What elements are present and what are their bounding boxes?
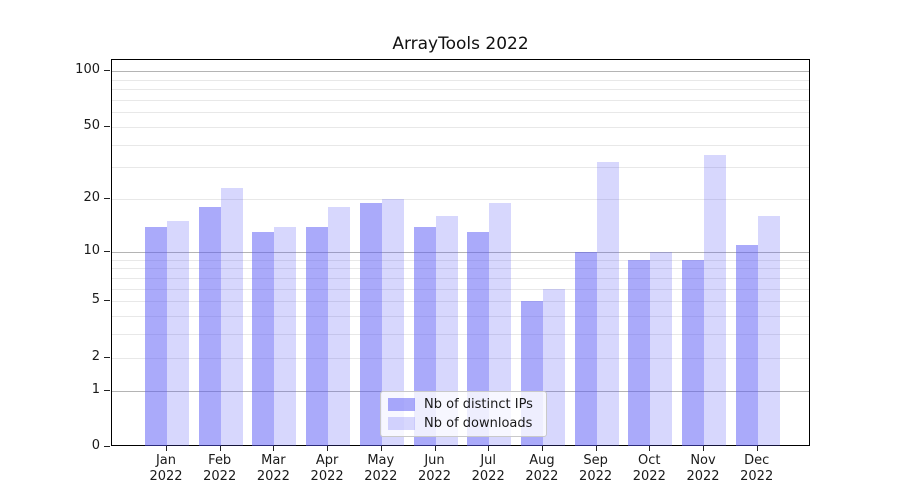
gridline-y-100 — [112, 71, 809, 73]
gridline-y-20 — [112, 199, 809, 201]
x-tick-mark-apr — [327, 446, 329, 451]
x-tick-label-jun: Jun 2022 — [417, 453, 452, 484]
bar-nb-of-downloads-apr — [328, 207, 351, 446]
gridline-y-30 — [112, 167, 809, 169]
gridline-y-10 — [112, 251, 809, 253]
x-tick-mark-feb — [219, 446, 221, 451]
x-tick-label-jan: Jan 2022 — [149, 453, 183, 484]
gridline-y-60 — [112, 112, 809, 114]
y-tick-label-1: 1 — [91, 381, 100, 397]
bar-nb-of-distinct-ips-dec — [735, 244, 758, 446]
y-tick-mark-10 — [104, 250, 110, 252]
gridline-y-4 — [112, 315, 809, 317]
bar-nb-of-downloads-jul — [489, 203, 512, 446]
x-tick-label-mar: Mar 2022 — [256, 453, 290, 484]
gridline-y-2 — [112, 357, 809, 359]
bar-nb-of-distinct-ips-apr — [306, 226, 329, 446]
y-tick-mark-50 — [104, 125, 110, 127]
y-tick-mark-2 — [104, 356, 110, 358]
x-tick-label-sep: Sep 2022 — [579, 453, 613, 484]
x-tick-label-may: May 2022 — [364, 453, 398, 484]
bar-nb-of-distinct-ips-may — [359, 203, 382, 446]
legend-label-downloads: Nb of downloads — [424, 416, 533, 431]
y-tick-label-100: 100 — [75, 62, 100, 78]
bar-nb-of-downloads-may — [381, 199, 404, 446]
bar-nb-of-downloads-aug — [542, 288, 565, 446]
gridline-y-40 — [112, 144, 809, 146]
bar-nb-of-downloads-jan — [167, 221, 189, 446]
x-tick-mark-aug — [541, 446, 543, 451]
gridline-y-7 — [112, 277, 809, 279]
chart-title: ArrayTools 2022 — [392, 34, 529, 54]
y-tick-label-10: 10 — [83, 242, 100, 258]
bar-nb-of-downloads-mar — [274, 226, 297, 446]
gridline-y-6 — [112, 288, 809, 290]
x-tick-label-jul: Jul 2022 — [471, 453, 505, 484]
legend: Nb of distinct IPs Nb of downloads — [380, 391, 547, 437]
gridline-y-5 — [112, 301, 809, 303]
x-tick-mark-jun — [434, 446, 436, 451]
y-tick-mark-0 — [104, 446, 110, 447]
y-tick-mark-100 — [104, 70, 110, 72]
x-tick-label-apr: Apr 2022 — [310, 453, 344, 484]
y-tick-mark-1 — [104, 389, 110, 391]
x-tick-mark-jan — [166, 446, 167, 451]
x-tick-label-oct: Oct 2022 — [632, 453, 666, 484]
legend-item-downloads: Nb of downloads — [388, 416, 546, 431]
legend-swatch-downloads — [388, 417, 415, 430]
y-tick-mark-5 — [104, 300, 110, 302]
bar-nb-of-downloads-dec — [757, 216, 780, 446]
bar-nb-of-distinct-ips-mar — [252, 232, 275, 446]
x-tick-mark-dec — [756, 446, 758, 451]
gridline-y-70 — [112, 99, 809, 101]
bar-nb-of-downloads-sep — [596, 162, 619, 446]
bar-nb-of-downloads-oct — [650, 251, 673, 446]
bar-nb-of-downloads-feb — [220, 188, 243, 446]
bar-nb-of-distinct-ips-sep — [574, 251, 597, 446]
x-tick-label-dec: Dec 2022 — [740, 453, 774, 484]
gridline-y-9 — [112, 259, 809, 261]
bar-nb-of-distinct-ips-feb — [198, 207, 221, 446]
y-tick-label-20: 20 — [83, 190, 100, 206]
gridline-y-90 — [112, 79, 809, 81]
gridline-y-8 — [112, 268, 809, 270]
legend-label-distinct-ips: Nb of distinct IPs — [424, 397, 533, 412]
y-tick-label-0: 0 — [91, 438, 100, 453]
x-tick-mark-sep — [595, 446, 597, 451]
legend-item-distinct-ips: Nb of distinct IPs — [388, 397, 546, 412]
bar-nb-of-distinct-ips-nov — [682, 259, 704, 446]
bars-layer — [112, 60, 809, 446]
x-tick-label-aug: Aug 2022 — [525, 453, 559, 484]
bar-nb-of-downloads-jun — [435, 216, 458, 446]
x-tick-mark-jul — [488, 446, 490, 451]
x-tick-mark-may — [380, 446, 382, 451]
y-tick-label-50: 50 — [83, 117, 100, 133]
y-tick-label-2: 2 — [91, 348, 100, 364]
gridline-y-80 — [112, 89, 809, 91]
bar-nb-of-distinct-ips-jan — [145, 226, 167, 446]
y-tick-mark-20 — [104, 198, 110, 200]
gridline-y-3 — [112, 334, 809, 336]
x-tick-label-nov: Nov 2022 — [686, 453, 720, 484]
x-tick-mark-oct — [649, 446, 651, 451]
plot-area: Nb of distinct IPs Nb of downloads — [111, 59, 810, 446]
gridline-y-50 — [112, 126, 809, 128]
x-tick-mark-nov — [703, 446, 704, 451]
y-tick-label-5: 5 — [91, 292, 100, 308]
bar-nb-of-downloads-nov — [704, 155, 726, 446]
bar-nb-of-distinct-ips-oct — [628, 259, 651, 446]
x-tick-mark-mar — [273, 446, 275, 451]
x-tick-label-feb: Feb 2022 — [203, 453, 237, 484]
legend-swatch-distinct-ips — [388, 398, 415, 411]
